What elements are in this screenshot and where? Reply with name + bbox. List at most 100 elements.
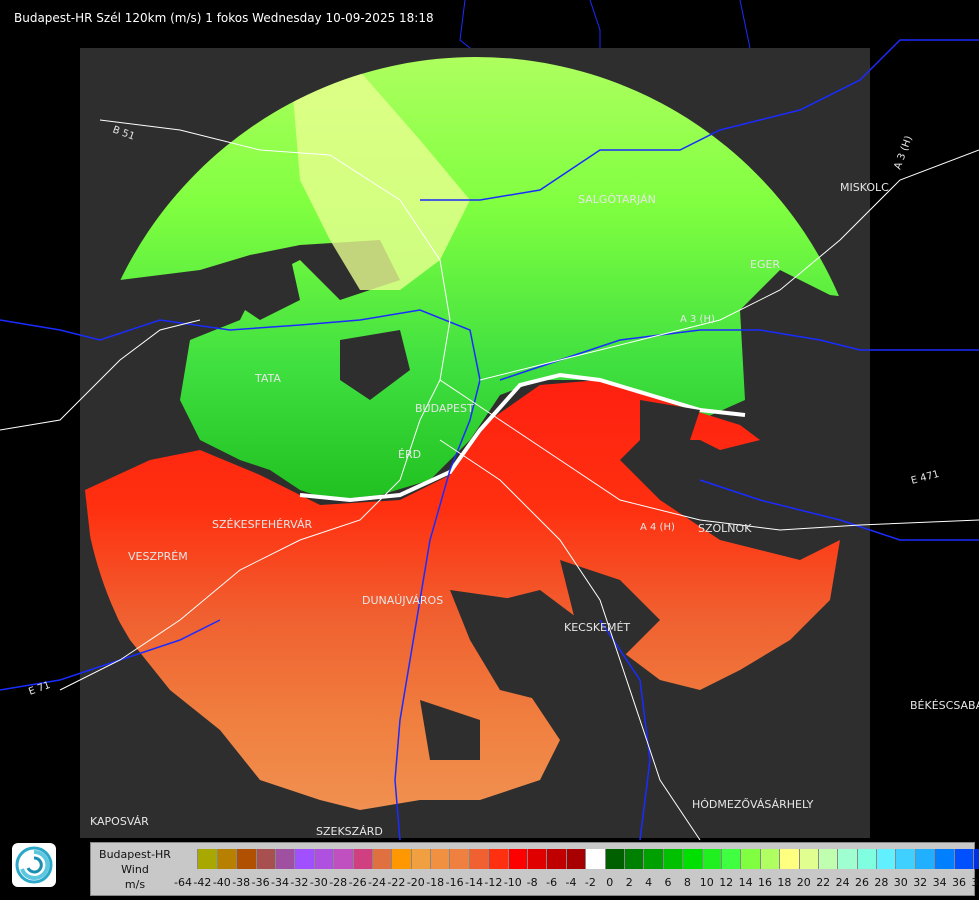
- legend-tick: 6: [664, 876, 672, 889]
- legend-swatch: [954, 849, 975, 869]
- legend-swatch: [295, 849, 315, 869]
- legend-tick: -10: [503, 876, 522, 889]
- legend-swatch: [605, 849, 625, 869]
- legend-tick: 14: [738, 876, 753, 889]
- place-dunaujvaros: DUNAÚJVÁROS: [362, 594, 443, 607]
- legend-swatch: [528, 849, 548, 869]
- legend-swatch: [450, 849, 470, 869]
- legend-swatch: [877, 849, 897, 869]
- legend-tick: -32: [290, 876, 309, 889]
- legend-swatch: [974, 849, 979, 869]
- legend-tick: 22: [816, 876, 831, 889]
- legend-label: Budapest-HR Wind m/s: [91, 843, 179, 897]
- place-szolnok: SZOLNOK: [698, 522, 752, 535]
- legend-tick: 28: [874, 876, 889, 889]
- legend-tick: -64: [174, 876, 192, 889]
- legend-swatch: [683, 849, 703, 869]
- met-service-logo: [12, 843, 56, 887]
- legend-tick: -26: [348, 876, 367, 889]
- legend-tick: 8: [683, 876, 691, 889]
- road-a3-vertical: A 3 (H): [892, 134, 914, 171]
- legend-tick: -24: [368, 876, 386, 889]
- legend-tick: -2: [584, 876, 596, 889]
- legend-tick: 10: [699, 876, 714, 889]
- legend-swatch: [353, 849, 373, 869]
- legend-tick: 38: [971, 876, 979, 889]
- legend-swatch: [334, 849, 354, 869]
- legend-swatch: [818, 849, 839, 869]
- legend-tick: 24: [835, 876, 850, 889]
- legend-tick: 20: [796, 876, 811, 889]
- approaching-wind-region: [81, 57, 870, 500]
- legend-tick: -18: [426, 876, 445, 889]
- legend-swatch: [198, 849, 218, 869]
- legend-swatch: [624, 849, 645, 869]
- legend-swatch: [508, 849, 529, 869]
- legend-tick: -42: [193, 876, 212, 889]
- legend-swatch: [314, 849, 335, 869]
- place-veszprem: VESZPRÉM: [128, 550, 188, 563]
- legend-swatch: [838, 849, 858, 869]
- legend-tick: -38: [232, 876, 251, 889]
- legend-tick: 32: [913, 876, 928, 889]
- legend-swatch: [547, 849, 567, 869]
- legend-tick: 4: [645, 876, 653, 889]
- legend-tick: 2: [625, 876, 633, 889]
- legend-tick: 16: [758, 876, 772, 889]
- legend-tick: 0: [606, 876, 614, 889]
- legend-tick: -34: [271, 876, 289, 889]
- legend-swatch: [644, 849, 664, 869]
- legend-swatch: [431, 849, 451, 869]
- legend-swatch: [411, 849, 432, 869]
- legend-swatch: [780, 849, 800, 869]
- place-labels: MISKOLC SALGÓTARJÁN EGER TATA ÉRD BUDAPE…: [90, 181, 979, 838]
- high-speed-band: [290, 60, 470, 290]
- place-miskolc: MISKOLC: [840, 181, 889, 194]
- legend-tick: 36: [952, 876, 966, 889]
- legend-swatch: [586, 849, 606, 869]
- legend-swatch: [392, 849, 412, 869]
- legend-tick: 34: [932, 876, 947, 889]
- legend-tick: -4: [565, 876, 577, 889]
- road-a4: A 4 (H): [640, 522, 675, 533]
- legend-swatch: [256, 849, 276, 869]
- legend-tick: -14: [465, 876, 483, 889]
- legend-swatch: [179, 849, 199, 869]
- place-erd: ÉRD: [398, 448, 421, 461]
- legend-swatch: [275, 849, 296, 869]
- legend-swatch: [857, 849, 878, 869]
- legend-color-scale: [179, 849, 979, 869]
- road-a3: A 3 (H): [680, 314, 715, 325]
- map-title: Budapest-HR Szél 120km (m/s) 1 fokos Wed…: [14, 11, 434, 25]
- rivers-and-borders: [0, 39, 979, 841]
- legend-swatch: [896, 849, 916, 869]
- legend-swatch: [372, 849, 393, 869]
- place-kaposvar: KAPOSVÁR: [90, 815, 149, 828]
- legend-tick: -6: [546, 876, 558, 889]
- legend-tick: -20: [406, 876, 425, 889]
- legend-swatch: [566, 849, 587, 869]
- legend-tick: -40: [212, 876, 231, 889]
- legend-tick: 12: [719, 876, 734, 889]
- outside-coverage-contours: [459, 0, 751, 49]
- legend-tick: -8: [526, 876, 538, 889]
- legend-swatch: [915, 849, 936, 869]
- legend-tick: -28: [329, 876, 348, 889]
- legend-tick: -12: [484, 876, 503, 889]
- wind-legend: Budapest-HR Wind m/s -64 -42 -40 -38 -36 -34-…: [90, 842, 979, 897]
- legend-swatch: [489, 849, 509, 869]
- no-echo-patch: [420, 700, 480, 760]
- legend-swatch: [663, 849, 684, 869]
- swirl-logo-icon: [15, 846, 53, 884]
- legend-swatch: [237, 849, 257, 869]
- place-szekszard: SZEKSZÁRD: [316, 825, 383, 838]
- legend-tick: -36: [251, 876, 270, 889]
- legend-tick: -16: [445, 876, 464, 889]
- no-echo-patch: [640, 400, 700, 440]
- legend-radar-name: Budapest-HR: [99, 848, 171, 861]
- legend-swatch: [702, 849, 722, 869]
- place-eger: EGER: [750, 258, 780, 271]
- legend-tick: -30: [309, 876, 328, 889]
- no-echo-patch: [450, 590, 560, 700]
